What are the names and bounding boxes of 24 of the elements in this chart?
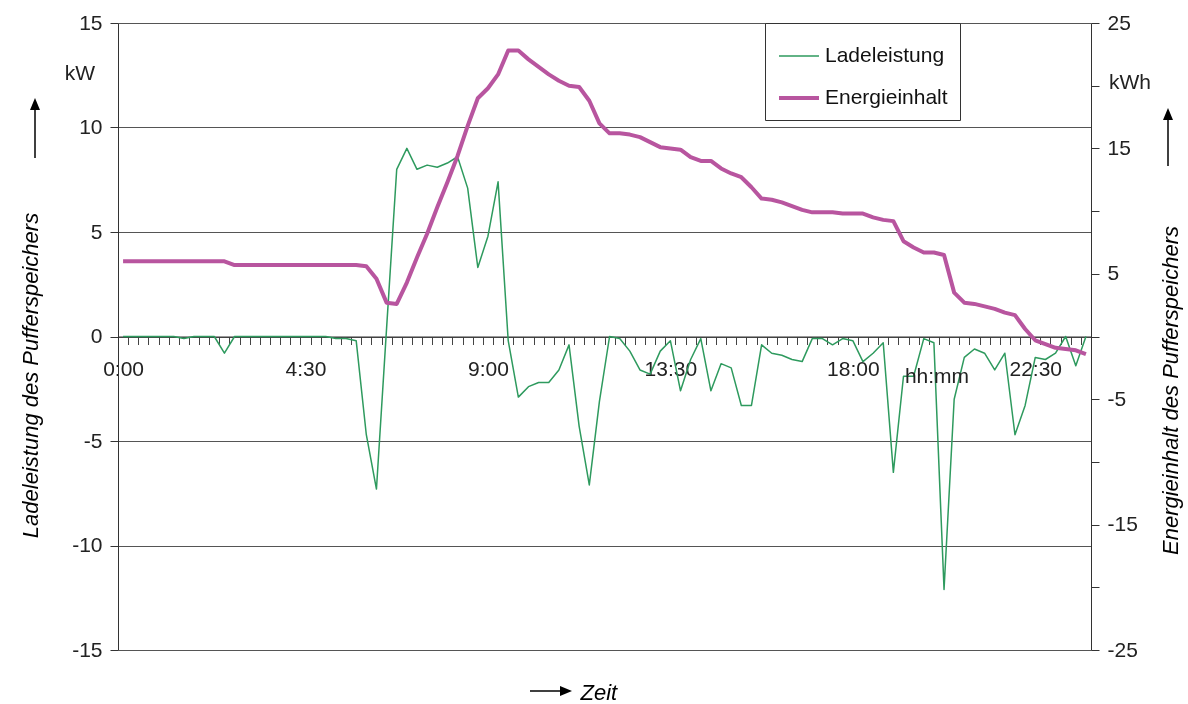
y-axis-title: Ladeleistung des Pufferspeichers — [17, 212, 43, 539]
x-tick-label: 4:30 — [285, 357, 327, 380]
y-tick-label: -10 — [72, 533, 103, 556]
y2-tick-label: -15 — [1107, 512, 1138, 536]
legend-label: Energieinhalt — [825, 85, 948, 108]
y2-tick-label: 15 — [1107, 135, 1131, 159]
y2-tick-label: 25 — [1107, 10, 1131, 34]
x-axis-title: Zeit — [579, 680, 619, 704]
y2-tick-label: 5 — [1107, 261, 1120, 285]
y2-axis-title: Energieinhalt des Pufferspeichers — [1157, 226, 1183, 555]
y-tick-label: 15 — [79, 10, 103, 34]
y-tick-label: -15 — [72, 637, 103, 661]
text: kWh — [1109, 70, 1151, 93]
line-series — [121, 48, 1088, 357]
x-tick-label: 18:00 — [827, 357, 880, 380]
x-tick-label: 9:00 — [468, 357, 509, 380]
legend-label: Ladeleistung — [825, 43, 945, 66]
y-tick-label: 5 — [90, 219, 103, 243]
y-tick-label: 0 — [90, 324, 103, 347]
y2-tick-label: -5 — [1107, 386, 1127, 410]
text: kW — [64, 61, 96, 84]
y-tick-label: -5 — [83, 428, 103, 452]
y-tick-label: 10 — [79, 115, 103, 138]
y2-tick-label: -25 — [1107, 637, 1138, 661]
